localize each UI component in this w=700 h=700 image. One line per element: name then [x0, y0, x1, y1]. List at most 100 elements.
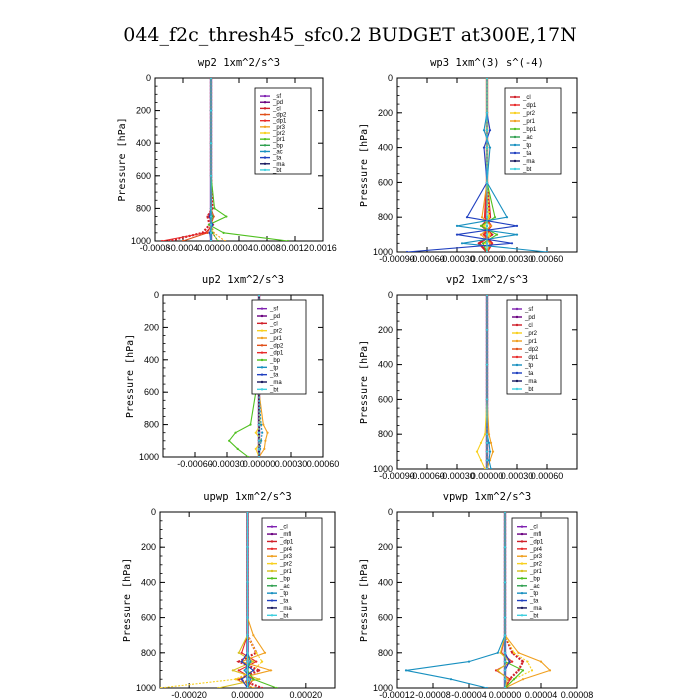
y-tick-label: 800: [136, 203, 151, 213]
data-point: [209, 215, 213, 218]
y-tick-label: 600: [378, 177, 393, 187]
x-tick-label: 0.00030: [501, 471, 534, 481]
data-point: [257, 431, 261, 434]
legend-marker: [260, 380, 264, 384]
legend-marker: [263, 144, 267, 147]
data-point: [479, 459, 483, 462]
legend-label: _ma: [522, 159, 535, 165]
data-point: [246, 616, 249, 619]
data-point: [223, 239, 227, 241]
data-point: [237, 651, 240, 654]
data-point: [246, 546, 249, 549]
data-point: [487, 433, 491, 436]
legend-label: _pr1: [524, 339, 538, 345]
data-point: [521, 669, 525, 672]
y-tick-label: 800: [378, 648, 393, 658]
legend-marker: [260, 373, 264, 376]
y-tick-label: 200: [378, 542, 393, 552]
y-tick-label: 1000: [139, 452, 159, 462]
data-point: [511, 651, 514, 654]
legend-label: _bt: [272, 168, 282, 174]
data-point: [252, 660, 255, 663]
data-point: [545, 250, 549, 252]
data-point: [243, 669, 246, 672]
legend-box: [504, 87, 562, 175]
data-point: [482, 129, 486, 132]
data-point: [521, 660, 525, 663]
y-tick-label: 0: [388, 507, 393, 517]
legend-label: _bt: [529, 613, 539, 619]
data-point: [209, 223, 213, 226]
data-point: [517, 651, 520, 654]
data-point: [485, 216, 489, 219]
legend-marker: [270, 555, 274, 558]
data-point: [275, 686, 278, 688]
legend-label: _pr2: [269, 329, 283, 335]
data-point: [160, 239, 164, 241]
legend-marker: [520, 577, 524, 580]
data-point: [485, 363, 489, 366]
y-tick-label: 200: [378, 325, 393, 335]
y-tick-label: 1000: [136, 683, 156, 693]
data-point: [494, 669, 498, 672]
data-point: [512, 651, 516, 654]
data-point: [216, 239, 220, 241]
legend-label: _ac: [272, 149, 283, 155]
x-tick-label: -0.00060: [177, 459, 213, 469]
legend-marker: [520, 525, 524, 528]
legend-marker: [515, 347, 519, 351]
legend-label: _dp1: [529, 539, 544, 545]
legend-label: _tp: [524, 363, 534, 369]
data-point: [489, 467, 493, 469]
data-point: [490, 233, 494, 236]
data-point: [548, 669, 552, 672]
data-point: [254, 447, 257, 450]
legend-label: _pd: [269, 314, 280, 320]
data-point: [475, 450, 479, 453]
data-point: [496, 651, 499, 654]
x-tick-label: 0.0004: [225, 243, 253, 253]
y-axis-label: Pressure [hPa]: [359, 340, 370, 424]
data-point: [249, 678, 252, 681]
panel-title: vpwp 1xm^2/s^3: [443, 491, 532, 503]
legend-label: _ac: [522, 135, 533, 141]
x-tick-label: 0.00000: [471, 254, 504, 264]
legend-marker: [520, 606, 524, 610]
legend-marker: [520, 555, 524, 558]
data-point: [257, 447, 261, 450]
data-point: [526, 660, 529, 663]
data-point: [479, 441, 483, 444]
legend-marker: [270, 569, 274, 573]
data-point: [234, 431, 237, 434]
legend-label: _tp: [269, 365, 279, 371]
data-point: [209, 142, 213, 145]
data-point: [503, 686, 507, 688]
legend-label: _bp: [272, 143, 284, 149]
series-group: [405, 78, 549, 252]
data-point: [490, 242, 494, 245]
legend-marker: [515, 379, 519, 383]
y-axis-label: Pressure [hPa]: [117, 117, 128, 201]
x-tick-label: -0.00020: [171, 690, 207, 700]
data-point: [260, 660, 264, 663]
legend-label: _pr1: [522, 119, 536, 125]
y-tick-label: 400: [144, 355, 159, 365]
data-point: [204, 231, 207, 234]
legend-marker: [515, 387, 519, 391]
data-point: [269, 669, 272, 672]
series-line-cl: [168, 78, 214, 241]
data-point: [512, 678, 516, 681]
legend-label: _dp2: [272, 113, 287, 119]
data-point: [286, 239, 290, 241]
legend-label: _bt: [279, 613, 289, 619]
x-tick-label: -0.00090: [379, 254, 415, 264]
legend-marker: [260, 366, 264, 369]
panel-1: wp2 1xm^2/s^3 0 200 400 600 800 1000-0.0008-0.…: [117, 57, 337, 253]
data-point: [480, 216, 484, 219]
legend-label: _cl: [522, 95, 531, 101]
y-tick-label: 200: [136, 106, 151, 116]
y-tick-label: 0: [388, 73, 393, 83]
legend-label: _ta: [272, 156, 282, 162]
panel-title: wp3 1xm^(3) s^(-4): [430, 57, 544, 69]
legend-label: _ta: [522, 151, 532, 157]
